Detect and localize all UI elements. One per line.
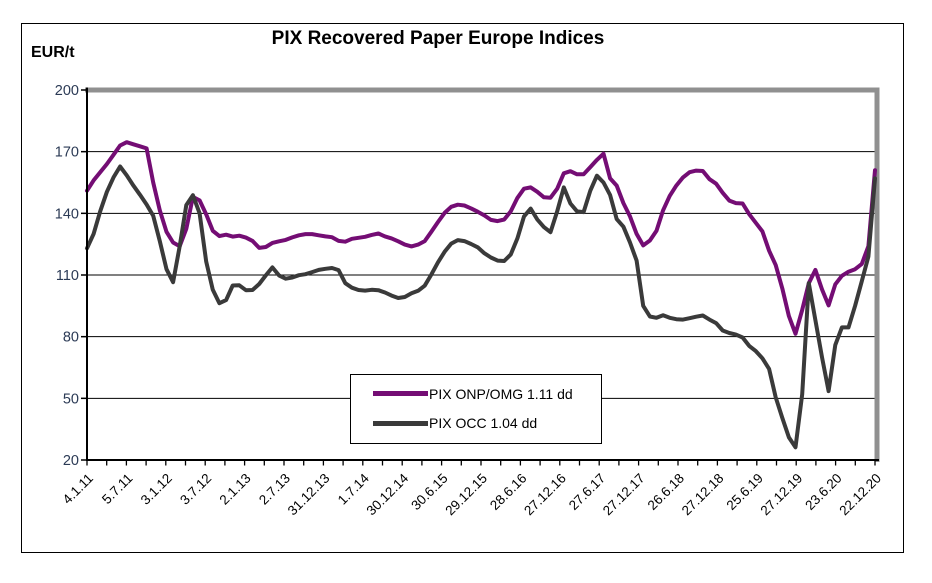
series-line-occ (85, 164, 877, 450)
y-gridlines (87, 151, 877, 399)
legend-line-sample-onp-omg-icon (373, 391, 428, 397)
x-tick-group: 4.1.11 5.7.11 3.1.12 3.7.12 2.1.13 2.7.1331.1… (60, 460, 884, 518)
legend-entry-onp-omg: PIX ONP/OMG 1.11 dd (351, 386, 601, 402)
x-tick-label: 27.12.19 (758, 471, 806, 519)
series-line-onp-omg (85, 140, 877, 336)
x-tick-label: 27.12.17 (600, 471, 648, 519)
x-tick-label: 5.7.11 (99, 471, 135, 507)
x-tick-label: 29.12.15 (442, 471, 490, 519)
y-tick-label: 20 (63, 453, 79, 469)
legend: PIX ONP/OMG 1.11 dd PIX OCC 1.04 dd (350, 374, 602, 444)
x-tick-label: 30.12.14 (364, 470, 412, 518)
legend-entry-occ: PIX OCC 1.04 dd (351, 415, 601, 431)
y-tick-label: 200 (55, 83, 79, 99)
legend-label-occ: PIX OCC 1.04 dd (429, 415, 538, 432)
y-tick-label: 170 (55, 145, 79, 161)
x-tick-label: 2.1.13 (217, 471, 254, 508)
legend-label-onp-omg: PIX ONP/OMG 1.11 dd (429, 385, 573, 402)
x-tick-label: 1.7.14 (335, 470, 372, 507)
x-tick-label: 4.1.11 (60, 471, 96, 507)
y-tick-label: 140 (55, 206, 79, 222)
x-tick-label: 27.12.18 (679, 471, 727, 519)
x-tick-label: 3.7.12 (177, 471, 214, 508)
x-tick-label: 22.12.20 (836, 471, 884, 519)
chart-title: PIX Recovered Paper Europe Indices (271, 28, 605, 49)
y-tick-label: 80 (63, 330, 79, 346)
x-tick-label: 3.1.12 (138, 471, 175, 508)
x-tick-label: 27.12.16 (521, 471, 569, 519)
y-tick-label: 50 (63, 391, 79, 407)
x-tick-label: 2.7.13 (256, 471, 293, 508)
y-tick-group: 200 170 140 110 80 50 20 (55, 83, 87, 469)
y-tick-label: 110 (56, 268, 79, 284)
y-axis-unit-label: EUR/t (31, 44, 75, 61)
legend-line-sample-occ-icon (373, 420, 428, 426)
x-tick-label: 31.12.13 (285, 471, 333, 519)
